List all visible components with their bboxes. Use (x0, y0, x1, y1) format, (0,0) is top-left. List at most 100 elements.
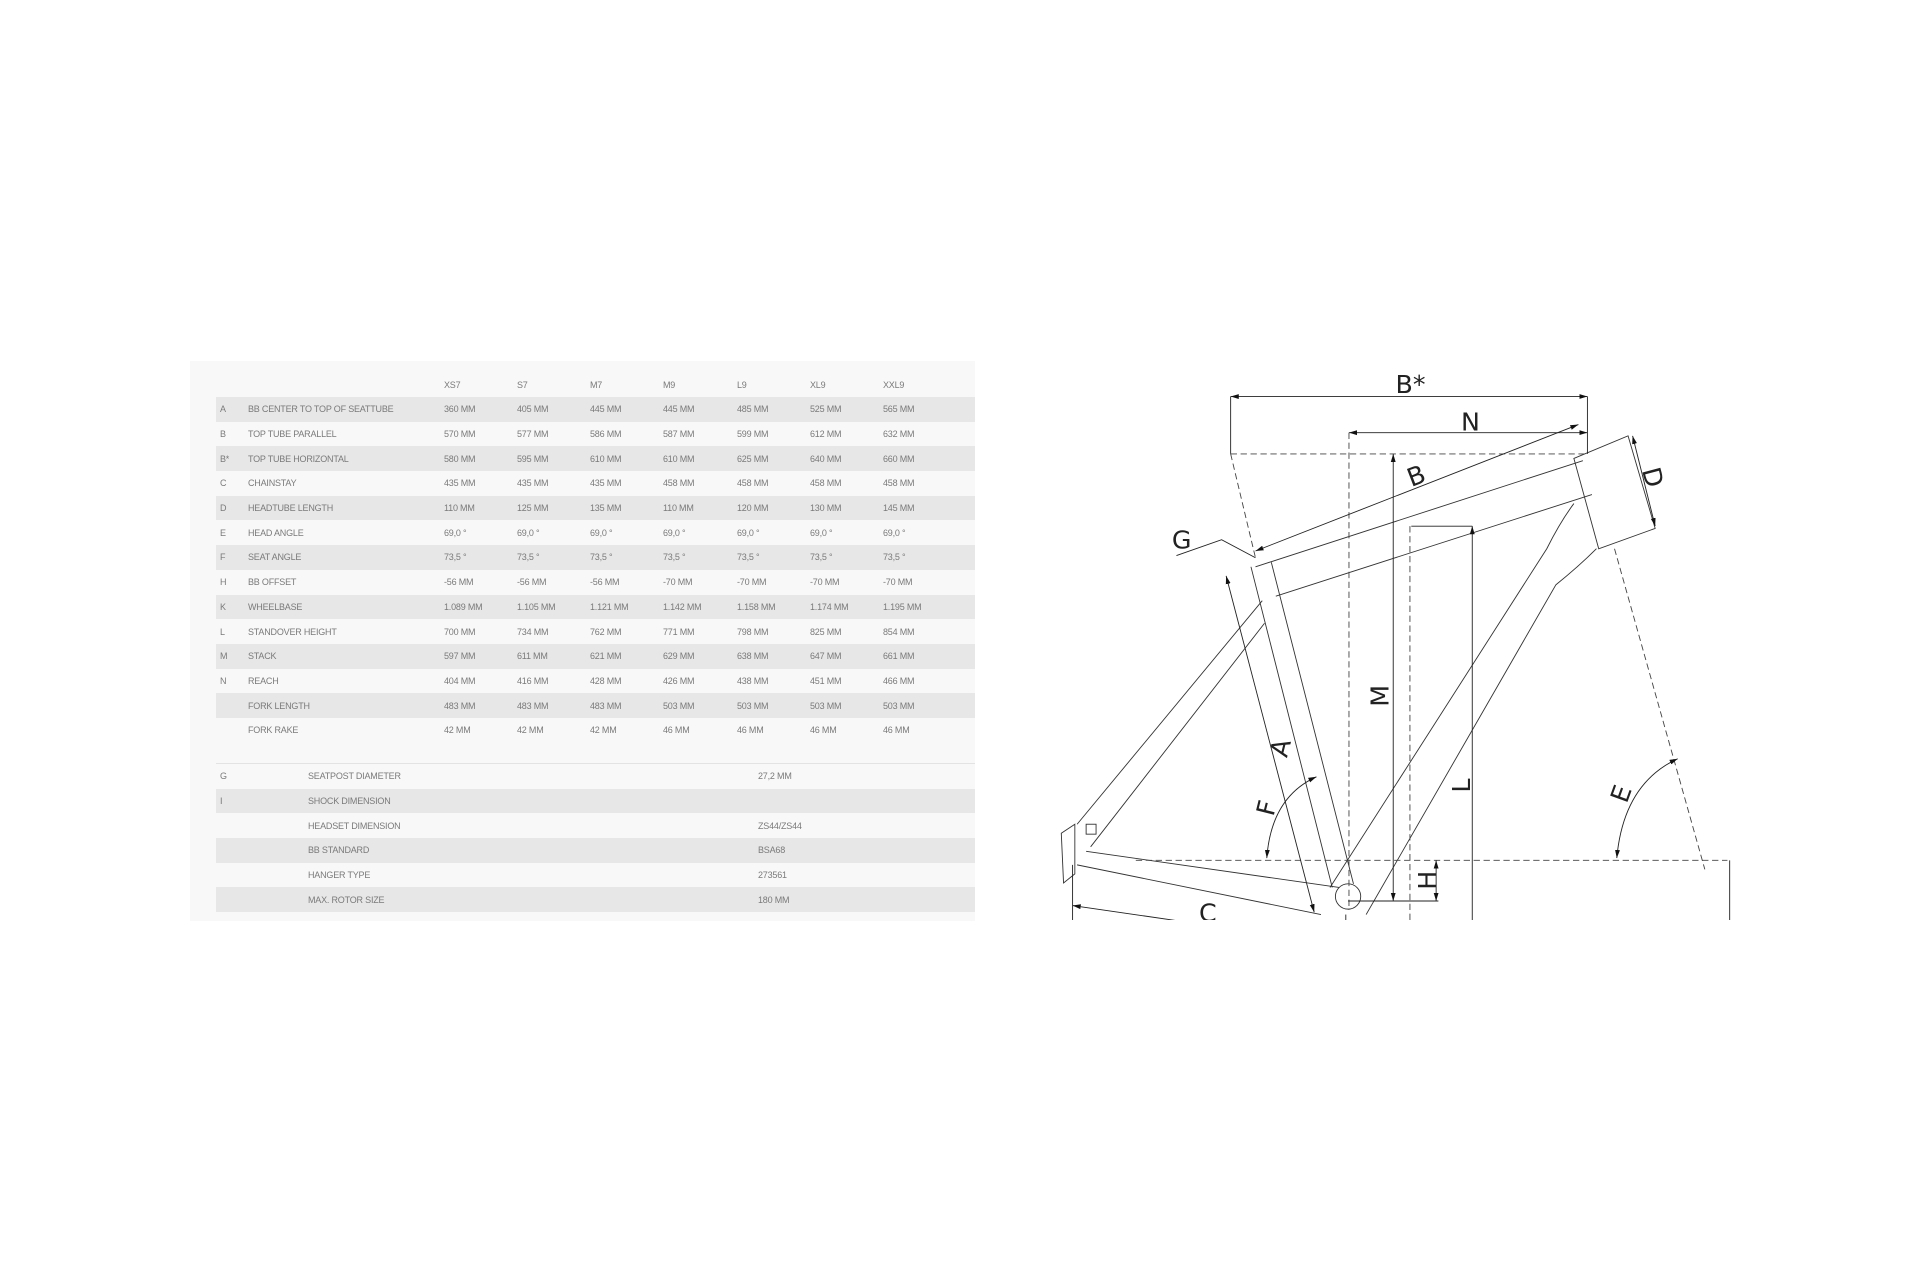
label-b-star: B* (1395, 370, 1425, 399)
spec-table: G SEATPOST DIAMETER 27,2 MM I SHOCK DIMENSIO… (216, 763, 975, 913)
cell-value: 130 MM (810, 503, 842, 514)
row-label: CHAINSTAY (248, 478, 297, 489)
label-f: F (1251, 797, 1283, 818)
cell-value: 125 MM (517, 503, 549, 514)
dimension-labels: B* N B G D M L A F E H C K (1172, 370, 1669, 920)
row-code: N (220, 675, 227, 686)
cell-value: 445 MM (663, 404, 695, 415)
label-a: A (1265, 735, 1297, 759)
table-row: B TOP TUBE PARALLEL 570 MM 577 MM 586 MM 587 … (216, 422, 975, 447)
cell-value: 503 MM (663, 700, 695, 711)
row-label: SHOCK DIMENSION (308, 796, 391, 807)
spec-row: BB STANDARD BSA68 (216, 838, 975, 863)
size-header: M9 (663, 380, 676, 390)
cell-value: 435 MM (444, 478, 476, 489)
cell-value: 435 MM (590, 478, 622, 489)
row-label: BB CENTER TO TOP OF SEATTUBE (248, 404, 394, 415)
spec-row: HANGER TYPE 273561 (216, 863, 975, 888)
cell-value: 503 MM (810, 700, 842, 711)
cell-value: ZS44/ZS44 (758, 820, 802, 831)
cell-value: 503 MM (737, 700, 769, 711)
cell-value: -70 MM (663, 577, 693, 588)
cell-value: 586 MM (590, 429, 622, 440)
leader-g (1176, 539, 1256, 559)
row-code: D (220, 503, 227, 514)
cell-value: 483 MM (590, 700, 622, 711)
row-code: E (220, 527, 226, 538)
cell-value: 599 MM (737, 429, 769, 440)
label-g: G (1172, 526, 1192, 555)
down-tube (1329, 503, 1597, 915)
size-header: M7 (590, 380, 603, 390)
row-label: WHEELBASE (248, 601, 303, 612)
table-row: K WHEELBASE 1.089 MM 1.105 MM 1.121 MM 1.142 … (216, 594, 975, 620)
row-code: K (220, 601, 226, 612)
cell-value: 458 MM (663, 478, 695, 489)
cell-value: 587 MM (663, 429, 695, 440)
cell-value: 762 MM (590, 626, 622, 637)
cell-value: 625 MM (737, 453, 769, 464)
cell-value: 42 MM (590, 725, 617, 736)
cell-value: 1.105 MM (517, 601, 556, 612)
cell-value: 503 MM (883, 700, 915, 711)
cell-value: 1.142 MM (663, 601, 702, 612)
table-row: B* TOP TUBE HORIZONTAL 580 MM 595 MM 610 MM 6… (216, 446, 975, 472)
row-code: G (220, 771, 227, 782)
size-header-row: XS7 S7 M7 M9 L9 XL9 XXL9 (190, 375, 975, 395)
cell-value: 73,5 ° (883, 552, 906, 563)
cell-value: 69,0 ° (810, 527, 833, 538)
label-e: E (1605, 781, 1638, 806)
table-row: M STACK 597 MM 611 MM 621 MM 629 MM 638 MM 647 … (216, 643, 975, 669)
row-code: B (220, 429, 226, 440)
cell-value: 435 MM (517, 478, 549, 489)
cell-value: 1.089 MM (444, 601, 483, 612)
cell-value: 1.195 MM (883, 601, 922, 612)
cell-value: 458 MM (883, 478, 915, 489)
cell-value: 640 MM (810, 453, 842, 464)
row-label: STACK (248, 651, 277, 662)
cell-value: 404 MM (444, 675, 476, 686)
cell-value: 73,5 ° (517, 552, 540, 563)
row-label: BB OFFSET (248, 577, 297, 588)
cell-value: 73,5 ° (737, 552, 760, 563)
cell-value: -56 MM (590, 577, 620, 588)
cell-value: 73,5 ° (590, 552, 613, 563)
cell-value: 565 MM (883, 404, 915, 415)
geometry-panel: XS7 S7 M7 M9 L9 XL9 XXL9 A BB CENTER TO T… (190, 361, 975, 921)
cell-value: 483 MM (444, 700, 476, 711)
cell-value: 46 MM (883, 725, 910, 736)
label-c: C (1199, 898, 1217, 920)
cell-value: 273561 (758, 870, 787, 881)
cell-value: 73,5 ° (810, 552, 833, 563)
label-b: B (1403, 460, 1430, 493)
cell-value: -70 MM (737, 577, 767, 588)
cell-value: 1.158 MM (737, 601, 776, 612)
seat-stay (1076, 600, 1265, 848)
label-n: N (1461, 407, 1480, 436)
cell-value: 638 MM (737, 651, 769, 662)
table-row: N REACH 404 MM 416 MM 428 MM 426 MM 438 MM 451 … (216, 669, 975, 694)
label-h: H (1413, 871, 1442, 890)
spec-row: MAX. ROTOR SIZE 180 MM (216, 887, 975, 913)
cell-value: 595 MM (517, 453, 549, 464)
table-row: C CHAINSTAY 435 MM 435 MM 435 MM 458 MM 458 MM… (216, 471, 975, 496)
spec-row: HEADSET DIMENSION ZS44/ZS44 (216, 813, 975, 838)
cell-value: 580 MM (444, 453, 476, 464)
angle-e (1615, 758, 1678, 859)
table-row: D HEADTUBE LENGTH 110 MM 125 MM 135 MM 110 MM… (216, 495, 975, 521)
cell-value: BSA68 (758, 845, 786, 856)
table-row: A BB CENTER TO TOP OF SEATTUBE 360 MM 405 M… (216, 397, 975, 422)
row-label: HEADSET DIMENSION (308, 820, 401, 831)
cell-value: 135 MM (590, 503, 622, 514)
cell-value: 46 MM (810, 725, 837, 736)
frame-geometry-diagram: B* N B G D M L A F E H C K (1060, 370, 1731, 920)
row-label: HEAD ANGLE (248, 527, 304, 538)
cell-value: 660 MM (883, 453, 915, 464)
cell-value: 700 MM (444, 626, 476, 637)
row-label: REACH (248, 675, 279, 686)
row-label: MAX. ROTOR SIZE (308, 894, 385, 905)
cell-value: 734 MM (517, 626, 549, 637)
dimension-d (1632, 435, 1656, 527)
cell-value: 825 MM (810, 626, 842, 637)
row-label: BB STANDARD (308, 845, 370, 856)
